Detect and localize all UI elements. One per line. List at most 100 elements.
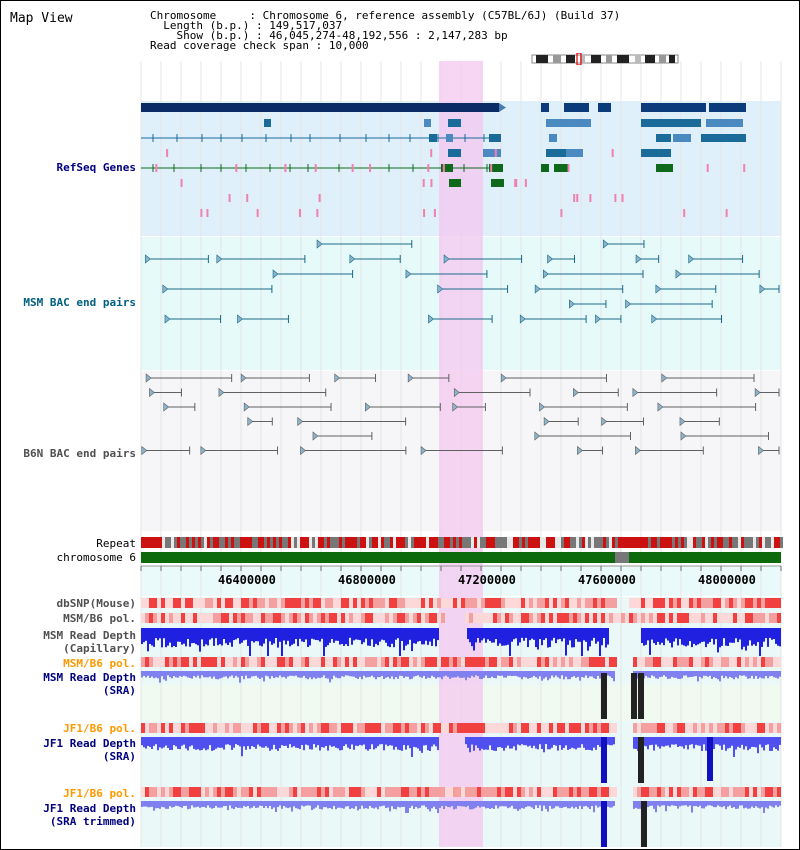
pol-bin bbox=[169, 723, 173, 733]
repeat-element bbox=[198, 537, 201, 548]
pol-bin bbox=[557, 787, 561, 797]
track-label-jf1-b6-pol-1[interactable]: JF1/B6 pol. bbox=[63, 722, 136, 735]
depth-bar bbox=[539, 737, 541, 745]
depth-bar bbox=[485, 801, 487, 809]
depth-bar bbox=[407, 801, 409, 813]
depth-bar bbox=[317, 628, 319, 641]
depth-bar bbox=[529, 737, 531, 746]
msm-bac-pair-end bbox=[237, 314, 243, 324]
pol-bin bbox=[581, 657, 585, 667]
pol-bin bbox=[301, 657, 305, 667]
depth-bar bbox=[733, 801, 735, 808]
repeat-element bbox=[435, 537, 438, 548]
repeat-element bbox=[699, 537, 702, 548]
b6n-bac-pair-end bbox=[754, 387, 761, 398]
depth-bar bbox=[547, 737, 549, 750]
dbsnp-bin bbox=[517, 598, 521, 608]
pol-bin bbox=[589, 723, 593, 733]
chromosome-ideogram[interactable] bbox=[531, 53, 683, 65]
track-label-dbsnp[interactable]: dbSNP(Mouse) bbox=[56, 597, 136, 610]
label-line: (Capillary) bbox=[63, 642, 136, 655]
pol-bin bbox=[457, 723, 461, 733]
depth-bar bbox=[295, 737, 297, 748]
depth-bar bbox=[295, 801, 297, 809]
pol-bin bbox=[561, 723, 565, 733]
depth-bar bbox=[237, 671, 239, 678]
depth-bar bbox=[349, 628, 351, 638]
track-label-msm-read-depth-sra[interactable]: MSM Read Depth (SRA) bbox=[1, 671, 136, 697]
pol-bin bbox=[193, 613, 197, 623]
depth-bar bbox=[397, 737, 399, 750]
gene-exon-pink bbox=[422, 179, 425, 187]
depth-bar bbox=[777, 628, 779, 646]
depth-bar bbox=[407, 737, 409, 746]
pol-bin bbox=[669, 613, 673, 623]
depth-bar bbox=[749, 628, 751, 641]
track-label-msm-b6-pol-2[interactable]: MSM/B6 pol. bbox=[63, 657, 136, 670]
pol-bin bbox=[529, 787, 533, 797]
dbsnp-bin bbox=[497, 598, 501, 608]
repeat-element bbox=[282, 537, 285, 548]
depth-bar bbox=[685, 628, 687, 647]
depth-bar bbox=[169, 671, 171, 678]
gene-exon-pink bbox=[351, 164, 354, 172]
depth-bar bbox=[777, 671, 779, 679]
depth-bar bbox=[375, 801, 377, 808]
depth-bar bbox=[659, 801, 661, 807]
msm-bac-pair-end bbox=[164, 314, 171, 324]
gene-exon-pink bbox=[706, 164, 709, 172]
depth-bar bbox=[505, 801, 507, 807]
pol-bin bbox=[209, 723, 213, 733]
depth-bar bbox=[185, 737, 187, 749]
dbsnp-bin bbox=[637, 598, 641, 608]
pol-bin bbox=[393, 787, 397, 797]
track-label-jf1-read-depth-sra-trimmed[interactable]: JF1 Read Depth (SRA trimmed) bbox=[1, 802, 136, 828]
depth-bar bbox=[561, 801, 563, 809]
pol-bin bbox=[553, 723, 557, 733]
depth-bar bbox=[315, 671, 317, 679]
pol-bin bbox=[165, 787, 169, 797]
depth-bar bbox=[209, 801, 211, 808]
pol-bin bbox=[333, 787, 337, 797]
dbsnp-bin bbox=[529, 598, 533, 608]
depth-bar bbox=[765, 801, 767, 808]
depth-bar bbox=[453, 801, 455, 810]
depth-bar bbox=[729, 628, 731, 643]
track-label-chromosome[interactable]: chromosome 6 bbox=[56, 551, 136, 564]
pol-bin bbox=[713, 787, 717, 797]
depth-bar bbox=[293, 671, 295, 677]
pol-bin bbox=[557, 723, 561, 733]
depth-bar bbox=[579, 801, 581, 806]
depth-bar bbox=[707, 801, 709, 806]
axis-tick-label: 46400000 bbox=[218, 573, 276, 587]
pol-bin bbox=[405, 787, 409, 797]
track-label-b6n-bac-end-pairs[interactable]: B6N BAC end pairs bbox=[23, 447, 136, 460]
depth-bar bbox=[305, 628, 307, 640]
track-label-jf1-read-depth-sra[interactable]: JF1 Read Depth (SRA) bbox=[1, 737, 136, 763]
track-label-msm-read-depth-capillary[interactable]: MSM Read Depth (Capillary) bbox=[1, 629, 136, 655]
track-label-refseq-genes[interactable]: RefSeq Genes bbox=[56, 161, 136, 174]
pol-bin bbox=[157, 787, 161, 797]
gene-exon-pink bbox=[423, 209, 426, 217]
dbsnp-bin bbox=[613, 598, 617, 608]
depth-bar bbox=[757, 737, 759, 754]
pol-bin bbox=[637, 723, 641, 733]
depth-bar bbox=[505, 628, 507, 646]
track-label-repeat[interactable]: Repeat bbox=[96, 537, 136, 550]
dbsnp-bin bbox=[501, 598, 505, 608]
track-label-msm-bac-end-pairs[interactable]: MSM BAC end pairs bbox=[23, 296, 136, 309]
depth-bar bbox=[645, 737, 647, 747]
track-label-msm-b6-pol-1[interactable]: MSM/B6 pol. bbox=[63, 612, 136, 625]
track-label-jf1-b6-pol-2[interactable]: JF1/B6 pol. bbox=[63, 787, 136, 800]
depth-bar bbox=[433, 737, 435, 745]
repeat-element bbox=[519, 537, 522, 548]
repeat-element bbox=[279, 537, 282, 548]
pol-bin bbox=[553, 787, 557, 797]
depth-bar bbox=[531, 801, 533, 808]
repeat-element bbox=[258, 537, 261, 548]
pol-bin bbox=[489, 787, 493, 797]
chromosome-value: Chromosome 6, reference assembly (C57BL/… bbox=[262, 9, 621, 22]
dbsnp-bin bbox=[197, 598, 201, 608]
depth-bar bbox=[265, 737, 267, 747]
